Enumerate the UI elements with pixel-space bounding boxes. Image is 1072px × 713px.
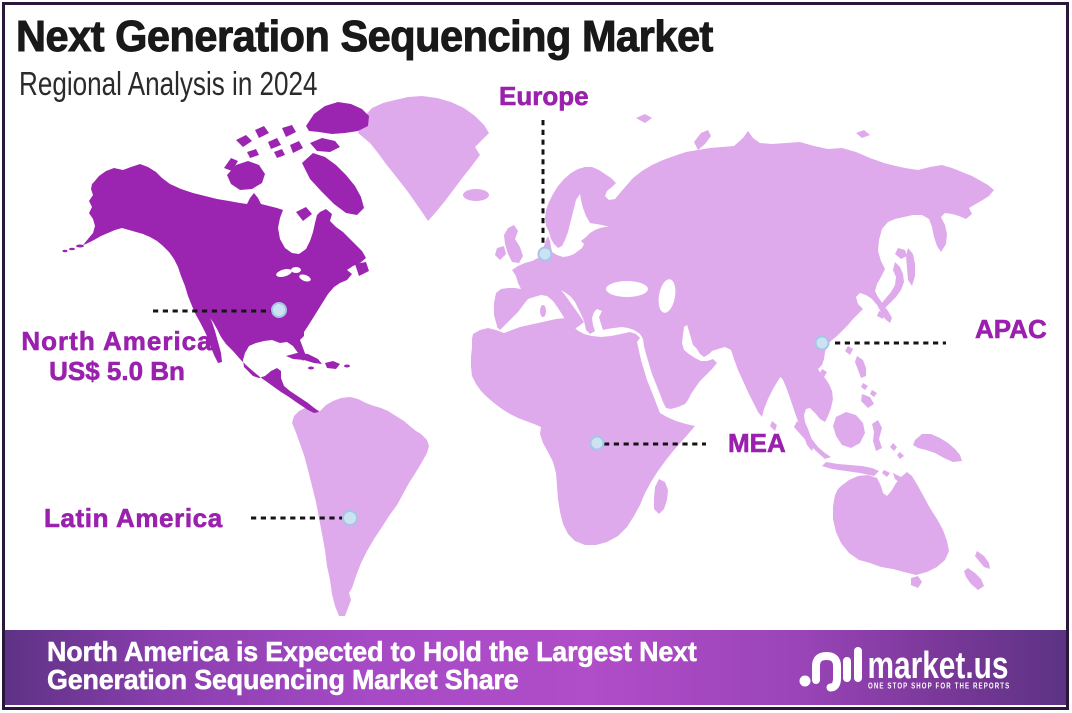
svg-text:ONE STOP SHOP FOR THE REPORTS: ONE STOP SHOP FOR THE REPORTS: [868, 680, 1010, 690]
svg-text:market.us: market.us: [868, 645, 1009, 687]
